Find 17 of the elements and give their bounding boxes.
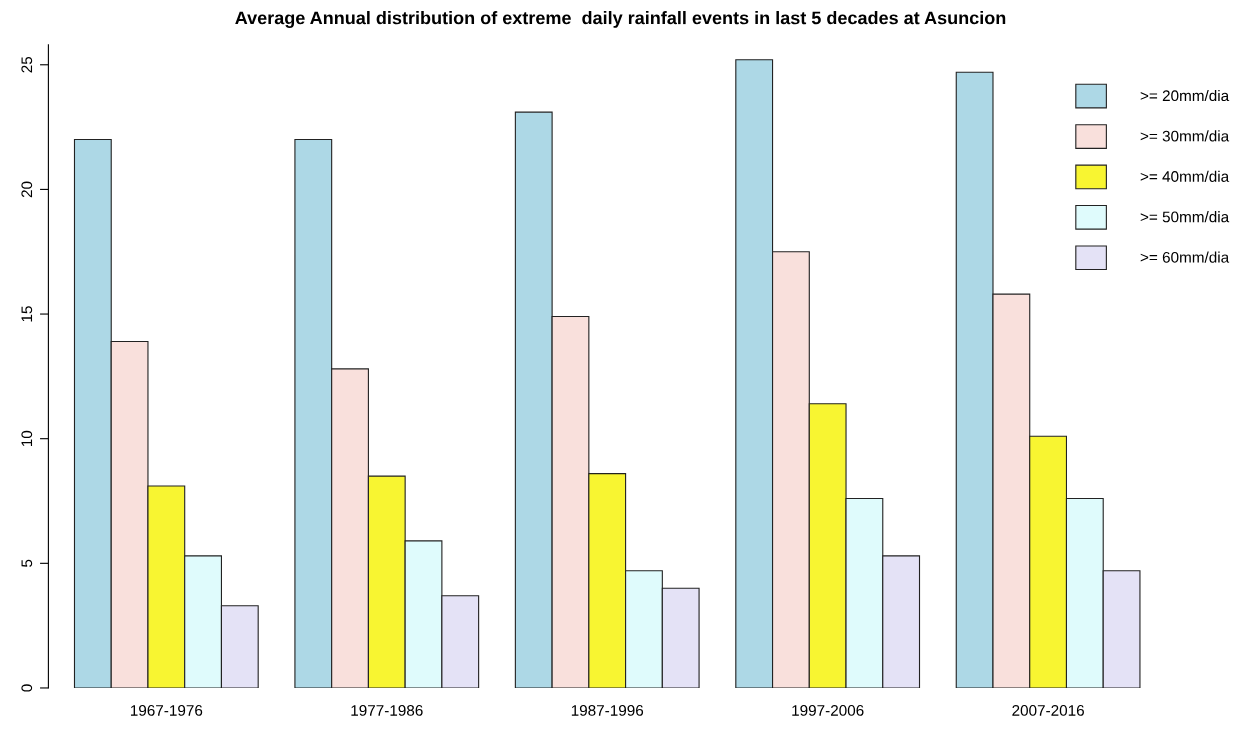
x-tick-label: 1977-1986 xyxy=(351,705,423,716)
x-tick-label: 1987-1996 xyxy=(571,705,644,716)
y-tick-label: 10 xyxy=(21,430,33,447)
legend-label: >= 30mm/dia xyxy=(1140,130,1230,142)
legend-label: >= 20mm/dia xyxy=(1140,89,1230,102)
legend-label: >= 60mm/dia xyxy=(1140,251,1230,263)
x-tick-label: 1967-1976 xyxy=(130,705,203,716)
y-tick-label: 20 xyxy=(21,181,33,198)
y-tick-label: 5 xyxy=(21,559,33,567)
x-tick-label: 2007-2016 xyxy=(1012,705,1084,716)
legend-label: >= 40mm/dia xyxy=(1140,170,1230,182)
y-tick-label: 0 xyxy=(21,684,33,692)
chart-title: Average Annual distribution of extreme daily rainfall events in last 5 decades at Asuncion xyxy=(235,11,1006,28)
y-tick-label: 25 xyxy=(21,56,33,73)
y-tick-label: 15 xyxy=(21,306,33,322)
legend-label: >= 50mm/dia xyxy=(1140,211,1230,223)
x-tick-label: 1997-2006 xyxy=(792,705,864,716)
